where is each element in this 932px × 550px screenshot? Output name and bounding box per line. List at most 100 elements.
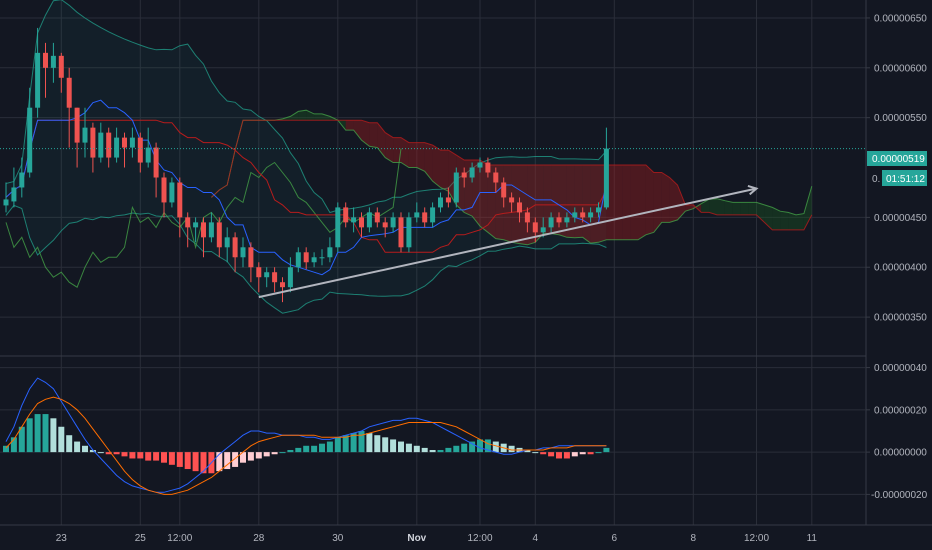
- candle: [161, 172, 167, 218]
- macd-histogram-bar: [161, 452, 167, 463]
- price-axis[interactable]: 0.00000650 0.00000600 0.00000550 0.00000450…: [866, 13, 927, 324]
- candle-body: [208, 222, 214, 238]
- candle: [359, 212, 364, 238]
- ichimoku-cloud-segment: [480, 160, 488, 233]
- macd-histogram-bar: [595, 452, 602, 454]
- time-axis-label: 28: [253, 533, 265, 544]
- macd-histogram-bar: [358, 430, 365, 453]
- ichimoku-cloud-segment: [298, 110, 307, 121]
- last-price-label: 0.00000519: [872, 154, 925, 165]
- macd-histogram-bar: [184, 452, 191, 470]
- price-axis-label: 0.00000450: [874, 213, 927, 224]
- candle: [27, 87, 33, 178]
- candle: [272, 267, 278, 293]
- candle: [461, 167, 467, 188]
- macd-axis[interactable]: 0.00000040 0.00000020 0.00000000 -0.0000002…: [866, 363, 928, 501]
- time-axis-label: 12:00: [744, 533, 769, 544]
- ichimoku-cloud-segment: [322, 113, 330, 121]
- price-axis-label: 0.00000650: [874, 13, 927, 24]
- macd-histogram-bar: [334, 437, 341, 453]
- candle: [438, 192, 443, 213]
- price-badges: 0.00000519 0. 01:51:12: [867, 151, 927, 186]
- candle: [256, 262, 262, 293]
- macd-histogram-bar: [311, 445, 318, 453]
- candle-body: [580, 212, 586, 218]
- candle-body: [169, 182, 175, 203]
- candle-body: [3, 199, 9, 206]
- macd-histogram-bar: [176, 452, 183, 467]
- price-panel[interactable]: [0, 0, 866, 525]
- macd-histogram-bar: [168, 452, 175, 465]
- candle-body: [556, 217, 562, 223]
- macd-histogram-bar: [477, 439, 483, 453]
- candle: [335, 202, 341, 253]
- candle-body: [572, 212, 578, 218]
- candle-body: [272, 272, 278, 283]
- candle-body: [540, 227, 546, 233]
- candle: [58, 52, 64, 93]
- ichimoku-cloud-segment: [669, 177, 678, 223]
- candle: [517, 197, 522, 223]
- candle: [295, 247, 301, 273]
- macd-histogram-bar: [42, 414, 49, 453]
- ichimoku-cloud-segment: [582, 165, 591, 244]
- candle: [303, 247, 309, 270]
- ichimoku-cloud-segment: [732, 202, 741, 215]
- time-axis[interactable]: 23 25 12:00 28 30 Nov 12:00 4 6 8 12:00 11: [56, 533, 818, 544]
- candle-body: [493, 172, 499, 183]
- macd-histogram-bar: [58, 426, 65, 453]
- candle-body: [11, 187, 17, 202]
- candle-body: [438, 197, 443, 208]
- candle-body: [280, 282, 285, 288]
- candle: [169, 177, 175, 208]
- macd-histogram-bar: [200, 452, 207, 474]
- macd-histogram-bar: [232, 452, 239, 467]
- ichimoku-cloud-segment: [756, 202, 765, 223]
- candle: [114, 127, 120, 163]
- macd-histogram-bar: [224, 452, 231, 470]
- candle-body: [311, 257, 317, 263]
- price-axis-label: 0.00000400: [874, 263, 927, 274]
- candle: [390, 212, 396, 233]
- candle: [3, 182, 9, 213]
- candle-body: [445, 197, 451, 203]
- ichimoku-cloud-segment: [385, 132, 394, 163]
- candle-body: [596, 207, 601, 213]
- candle: [240, 237, 246, 268]
- macd-histogram-bar: [556, 452, 562, 459]
- price-axis-label: 0.00000550: [874, 113, 927, 124]
- candle: [548, 212, 554, 233]
- candle-body: [501, 182, 507, 198]
- time-axis-label: 11: [807, 533, 818, 544]
- macd-histogram-bar: [247, 452, 254, 461]
- candle-body: [58, 55, 64, 78]
- ichimoku-cloud-segment: [424, 142, 433, 182]
- macd-histogram-bar: [342, 435, 349, 453]
- macd-panel[interactable]: [0, 367, 866, 495]
- ichimoku-cloud-segment: [724, 200, 733, 215]
- candle: [564, 212, 570, 228]
- ichimoku-cloud-segment: [661, 172, 670, 223]
- candle: [319, 249, 325, 266]
- candle: [311, 252, 317, 268]
- candle: [19, 157, 25, 198]
- candle-body: [256, 267, 262, 278]
- time-axis-label: 25: [135, 533, 147, 544]
- ichimoku-cloud-segment: [653, 172, 662, 233]
- ichimoku-cloud-segment: [353, 120, 362, 141]
- candle-body: [264, 272, 270, 278]
- candle: [43, 42, 48, 98]
- candle-body: [161, 177, 167, 203]
- ichimoku-cloud-segment: [519, 165, 528, 245]
- ichimoku-cloud-segment: [314, 113, 322, 121]
- ichimoku-cloud-segment: [416, 142, 425, 172]
- candle: [74, 107, 80, 168]
- macd-histogram-bar: [279, 452, 286, 454]
- macd-histogram-bar: [66, 435, 73, 453]
- macd-histogram-bar: [405, 443, 412, 453]
- countdown-badge: [882, 170, 927, 186]
- macd-histogram-bar: [121, 452, 128, 457]
- bollinger-upper-line: [5, 0, 607, 214]
- macd-histogram-bar: [374, 435, 381, 453]
